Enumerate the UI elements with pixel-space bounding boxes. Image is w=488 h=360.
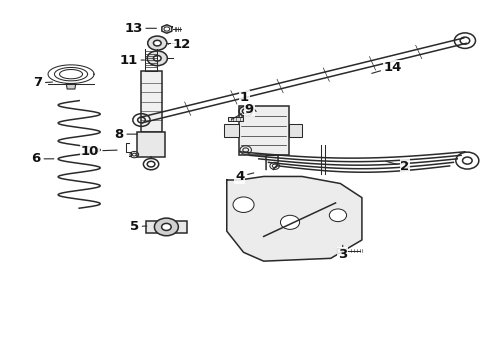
- Circle shape: [153, 40, 161, 46]
- Bar: [336, 248, 344, 253]
- Text: 9: 9: [231, 103, 253, 120]
- Text: 12: 12: [168, 38, 190, 51]
- FancyBboxPatch shape: [140, 71, 161, 132]
- Text: 5: 5: [129, 220, 146, 233]
- Text: 6: 6: [31, 152, 54, 165]
- Text: 8: 8: [114, 128, 137, 141]
- FancyBboxPatch shape: [288, 123, 302, 137]
- FancyBboxPatch shape: [137, 132, 164, 157]
- Text: 11: 11: [119, 54, 144, 67]
- FancyBboxPatch shape: [238, 106, 288, 155]
- Circle shape: [147, 51, 167, 66]
- Polygon shape: [226, 176, 361, 261]
- Polygon shape: [66, 84, 76, 89]
- Circle shape: [154, 218, 178, 236]
- Text: 13: 13: [124, 22, 156, 35]
- Text: 14: 14: [371, 60, 402, 73]
- Circle shape: [161, 224, 171, 230]
- Circle shape: [147, 36, 166, 50]
- Text: 1: 1: [240, 91, 256, 112]
- Circle shape: [153, 55, 161, 61]
- Bar: [227, 117, 243, 121]
- Circle shape: [280, 215, 299, 229]
- Text: 7: 7: [33, 76, 52, 90]
- Text: 4: 4: [235, 170, 253, 183]
- Text: 2: 2: [386, 160, 409, 173]
- Circle shape: [328, 209, 346, 222]
- Circle shape: [232, 197, 254, 212]
- Text: 10: 10: [81, 145, 117, 158]
- Text: 3: 3: [337, 245, 346, 261]
- FancyBboxPatch shape: [224, 123, 238, 137]
- Bar: [146, 221, 186, 233]
